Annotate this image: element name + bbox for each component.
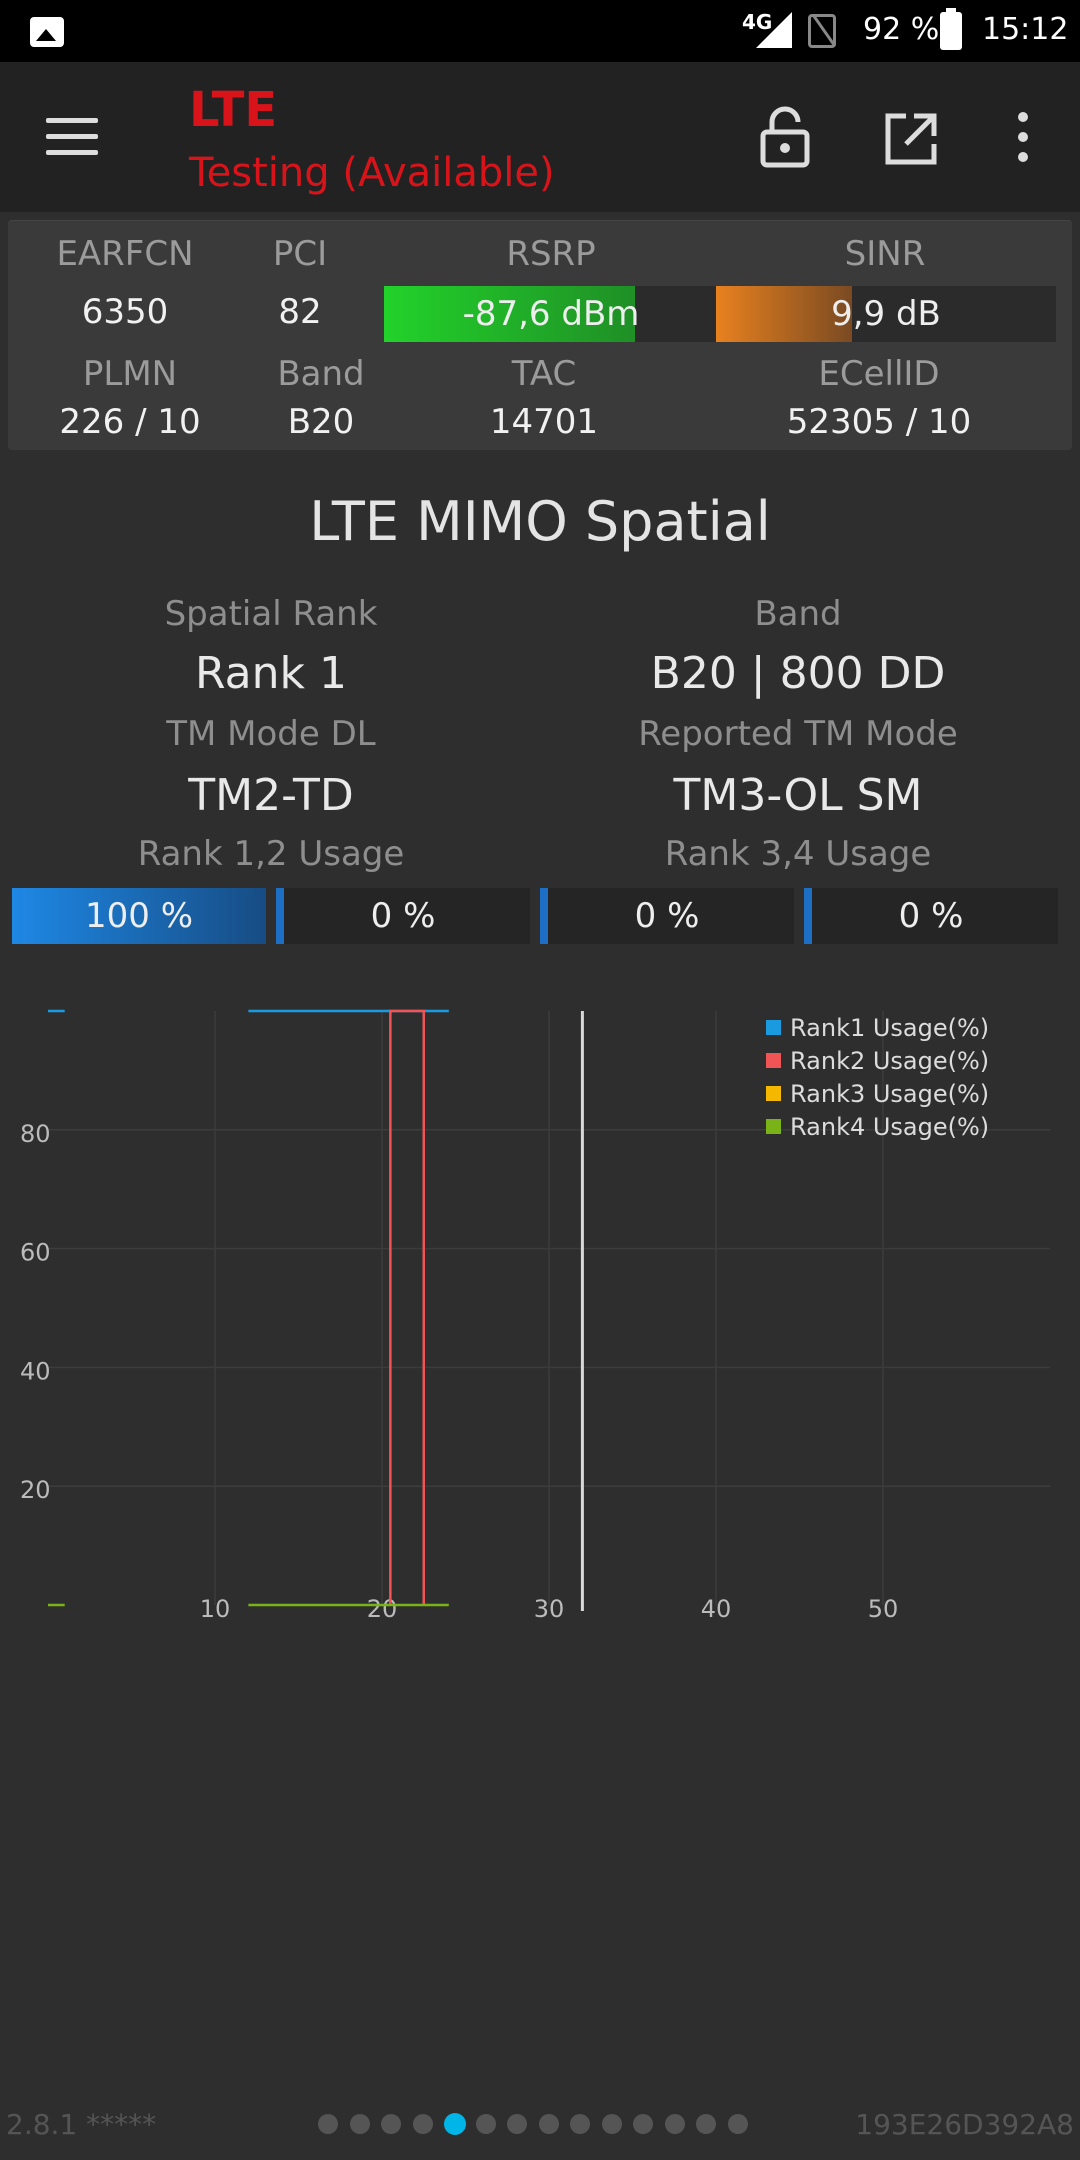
- page-dot[interactable]: [696, 2114, 716, 2134]
- legend-label-2: Rank2 Usage(%): [790, 1047, 989, 1075]
- no-sim-icon: [808, 14, 836, 48]
- battery-icon: [940, 8, 962, 50]
- page-dot[interactable]: [601, 2114, 622, 2134]
- rank2-usage-value: 0 %: [370, 896, 436, 936]
- tm-mode-dl-value: TM2-TD: [188, 770, 354, 821]
- legend-label-4: Rank4 Usage(%): [790, 1113, 989, 1141]
- legend-swatch-2: [766, 1053, 781, 1068]
- gallery-notification-icon: [30, 17, 64, 47]
- rank3-usage-value: 0 %: [634, 896, 700, 936]
- usage-marker: [276, 888, 284, 944]
- reported-tm-label: Reported TM Mode: [638, 714, 958, 754]
- legend-label-1: Rank1 Usage(%): [790, 1014, 989, 1042]
- rank2-usage-bar: 0 %: [276, 888, 530, 944]
- legend-swatch-1: [766, 1020, 781, 1035]
- y-tick-label: 20: [20, 1476, 51, 1504]
- mimo-band-value: B20 | 800 DD: [650, 648, 946, 699]
- plmn-value: 226 / 10: [59, 402, 201, 442]
- open-external-icon[interactable]: [884, 112, 938, 166]
- legend-swatch-4: [766, 1119, 781, 1134]
- y-tick-label: 40: [20, 1357, 51, 1385]
- page-dot[interactable]: [727, 2114, 748, 2134]
- rsrp-bar: -87,6 dBm: [384, 286, 718, 342]
- mimo-band-label: Band: [754, 594, 842, 634]
- band-value: B20: [287, 402, 355, 442]
- plmn-label: PLMN: [82, 354, 178, 394]
- pci-value: 82: [278, 292, 322, 332]
- rsrp-value: -87,6 dBm: [462, 294, 640, 334]
- unlock-icon[interactable]: [760, 106, 810, 168]
- status-bar: 4G 92 % 15:12: [0, 0, 1080, 62]
- rank3-usage-bar: 0 %: [540, 888, 794, 944]
- rank12-usage-label: Rank 1,2 Usage: [137, 834, 405, 874]
- rsrp-bar-fill: [384, 286, 635, 342]
- page-dot[interactable]: [349, 2114, 370, 2134]
- rank4-usage-bar: 0 %: [804, 888, 1058, 944]
- menu-icon[interactable]: [46, 118, 98, 156]
- legend-swatch-3: [766, 1086, 781, 1101]
- app-toolbar: LTE Testing (Available): [0, 62, 1080, 212]
- y-tick-label: 80: [20, 1120, 51, 1148]
- sinr-bar-fill: [716, 286, 852, 342]
- page-dot[interactable]: [664, 2114, 685, 2134]
- page-dot[interactable]: [570, 2114, 590, 2134]
- more-options-icon[interactable]: [1008, 110, 1036, 166]
- band-label: Band: [277, 354, 365, 394]
- sinr-bar: 9,9 dB: [716, 286, 1056, 342]
- x-tick-label: 30: [534, 1595, 565, 1623]
- signal-icon: [756, 12, 792, 48]
- tac-label: TAC: [511, 354, 577, 394]
- toolbar-subtitle: Testing (Available): [189, 150, 555, 196]
- clock: 15:12: [982, 12, 1069, 47]
- y-tick-label: 60: [20, 1239, 51, 1267]
- device-id: 193E26D392A8: [855, 2108, 1074, 2141]
- rank4-usage-value: 0 %: [898, 896, 964, 936]
- page-dot[interactable]: [507, 2114, 527, 2134]
- sinr-value: 9,9 dB: [831, 294, 941, 334]
- page-dot[interactable]: [318, 2114, 338, 2134]
- rank34-usage-label: Rank 3,4 Usage: [664, 834, 932, 874]
- x-tick-label: 50: [868, 1595, 899, 1623]
- pci-label: PCI: [272, 234, 328, 274]
- tac-value: 14701: [489, 402, 599, 442]
- page-dot[interactable]: [475, 2114, 496, 2134]
- page-dot[interactable]: [444, 2113, 466, 2135]
- rank1-usage-bar: 100 %: [12, 888, 266, 944]
- toolbar-title: LTE: [189, 82, 278, 138]
- x-tick-label: 20: [367, 1595, 398, 1623]
- rank1-usage-value: 100 %: [84, 896, 193, 936]
- tm-mode-dl-label: TM Mode DL: [166, 714, 376, 754]
- section-title: LTE MIMO Spatial: [309, 490, 771, 553]
- usage-marker: [540, 888, 548, 944]
- earfcn-label: EARFCN: [56, 234, 194, 274]
- ecellid-label: ECellID: [818, 354, 940, 394]
- rsrp-label: RSRP: [506, 234, 596, 274]
- spatial-rank-value: Rank 1: [195, 648, 347, 699]
- cell-info-panel: EARFCN 6350 PCI 82 RSRP -87,6 dBm SINR 9…: [8, 220, 1072, 450]
- reported-tm-value: TM3-OL SM: [673, 770, 923, 821]
- sinr-label: SINR: [844, 234, 926, 274]
- rank1-usage-fill: [12, 888, 266, 944]
- spatial-rank-label: Spatial Rank: [164, 594, 378, 634]
- page-dot[interactable]: [538, 2114, 559, 2134]
- legend-label-3: Rank3 Usage(%): [790, 1080, 989, 1108]
- app-version: 2.8.1 *****: [6, 2108, 157, 2141]
- x-tick-label: 40: [701, 1595, 732, 1623]
- usage-marker: [804, 888, 812, 944]
- rank-usage-chart[interactable]: 10 20 30 40 50 20 40 60 80 Rank1 Usage(%) Rank2 Us…: [0, 990, 1080, 1630]
- x-tick-label: 10: [200, 1595, 231, 1623]
- series-line-2: [389, 1009, 425, 1605]
- battery-percent: 92 %: [863, 12, 940, 47]
- page-dot[interactable]: [412, 2114, 433, 2134]
- page-dot[interactable]: [381, 2114, 401, 2134]
- earfcn-value: 6350: [81, 292, 169, 332]
- ecellid-value: 52305 / 10: [786, 402, 972, 442]
- page-dot[interactable]: [633, 2114, 653, 2134]
